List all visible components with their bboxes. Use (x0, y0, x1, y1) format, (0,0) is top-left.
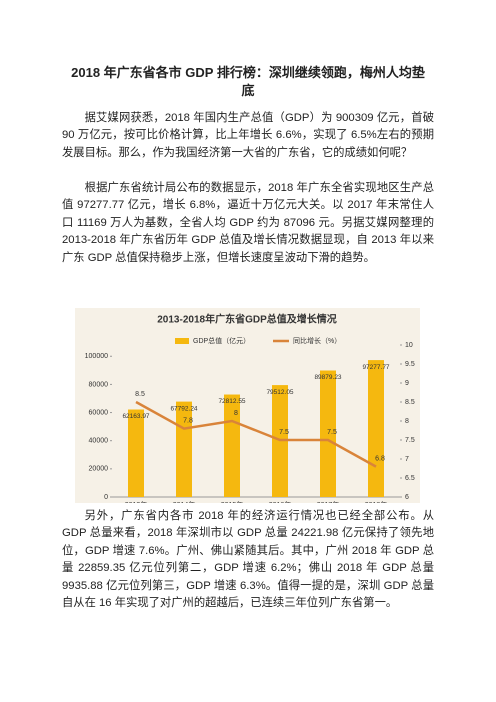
chart-title: 2013-2018年广东省GDP总值及增长情况 (157, 313, 337, 326)
y-tick-label: 20000 (89, 466, 109, 473)
line-value-label: 6.8 (375, 455, 385, 462)
line-value-label: 8.5 (135, 391, 145, 398)
paragraph: 据艾媒网获悉，2018 年国内生产总值（GDP）为 900309 亿元，首破 9… (62, 112, 434, 159)
bar-value-label: 89879.23 (314, 374, 341, 381)
y2-tick-label: 7.5 (405, 437, 415, 444)
line (135, 400, 377, 468)
line-value-label: 8 (234, 410, 238, 417)
bar (128, 409, 144, 497)
y2-tick-label: 6.5 (405, 475, 415, 482)
y2-tick-label: 8 (405, 418, 409, 425)
y-tick-label: 40000 (89, 438, 109, 445)
legend-label: GDP总值（亿元） (193, 336, 250, 345)
bar (320, 370, 336, 497)
line-value-label: 7.5 (327, 429, 337, 436)
y-tick-label: 0 (104, 494, 108, 501)
y2-tick-label: 9.5 (405, 361, 415, 368)
y2-tick-label: 7 (405, 456, 409, 463)
y2-tick-label: 6 (405, 494, 409, 501)
y-tick-label: 80000 (89, 381, 109, 388)
x-tick-label: 2015年 (221, 500, 244, 503)
bar-value-label: 79512.05 (266, 389, 293, 396)
y2-tick-label: 8.5 (405, 399, 415, 406)
bar-value-label: 62163.97 (122, 413, 149, 420)
y2-tick-label: 9 (405, 380, 409, 387)
legend-label: 同比增长（%） (293, 336, 341, 345)
bar-value-label: 72812.55 (218, 398, 245, 405)
paragraph: 另外，广东省内各市 2018 年的经济运行情况也已经全部公布。从 GDP 总量来… (62, 510, 434, 610)
line-value-label: 7.8 (183, 417, 193, 424)
title: 2018 年广东省各市 GDP 排行榜：深圳继续领跑，梅州人均垫底 (71, 65, 425, 98)
paragraph: 根据广东省统计局公布的数据显示，2018 年广东全省实现地区生产总值 97277… (62, 182, 434, 264)
x-tick-label: 2018年 (365, 500, 388, 503)
y2-tick-label: 10 (405, 342, 413, 349)
line-value-label: 7.5 (279, 429, 289, 436)
x-tick-label: 2014年 (173, 500, 196, 503)
bar (368, 360, 384, 497)
bar (224, 394, 240, 497)
legend-swatch (175, 338, 189, 344)
y-tick-label: 100000 (85, 353, 108, 360)
bar (176, 401, 192, 497)
bar-value-label: 67792.24 (170, 405, 197, 412)
y-tick-label: 60000 (89, 409, 109, 416)
chart: 2013-2018年广东省GDP总值及增长情况 0 20000 40000 60000… (75, 308, 420, 503)
x-tick-label: 2016年 (269, 500, 292, 503)
bar-value-label: 97277.77 (362, 364, 389, 371)
